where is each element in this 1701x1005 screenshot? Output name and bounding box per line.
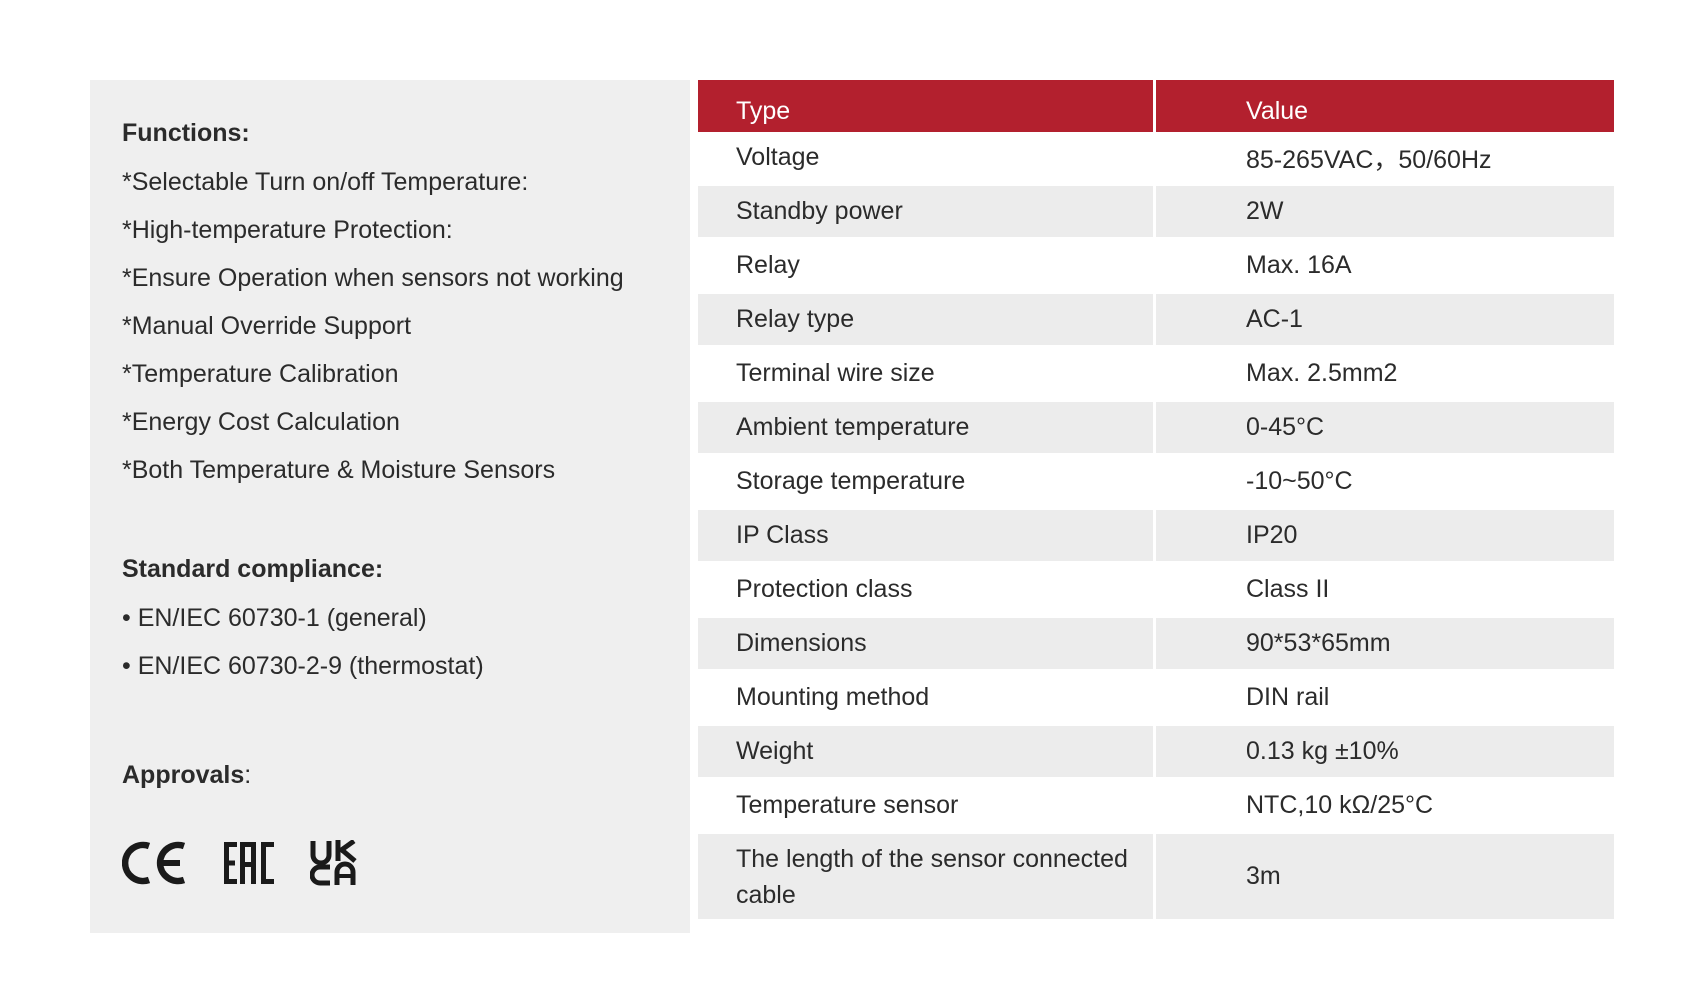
function-item: *Temperature Calibration: [122, 360, 399, 388]
table-row: IP Class IP20: [698, 510, 1614, 564]
table-row: Standby power 2W: [698, 186, 1614, 240]
row-value: IP20: [1156, 510, 1614, 564]
row-type: Ambient temperature: [698, 402, 1156, 456]
standards-list: • EN/IEC 60730-1 (general) • EN/IEC 6073…: [122, 594, 690, 690]
table-row: Protection class Class II: [698, 564, 1614, 618]
table-row: Temperature sensor NTC,10 kΩ/25°C: [698, 780, 1614, 834]
row-type: Mounting method: [698, 672, 1156, 726]
table-row: The length of the sensor connected cable…: [698, 834, 1614, 922]
row-value: DIN rail: [1156, 672, 1614, 726]
features-panel: Functions: *Selectable Turn on/off Tempe…: [90, 80, 690, 933]
row-type: Dimensions: [698, 618, 1156, 672]
table-row: Relay type AC-1: [698, 294, 1614, 348]
row-type: Voltage: [698, 132, 1156, 186]
eac-mark-icon: [224, 840, 274, 886]
standards-title: Standard compliance:: [122, 555, 384, 583]
header-type: Type: [698, 80, 1156, 132]
row-value: NTC,10 kΩ/25°C: [1156, 780, 1614, 834]
table-row: Ambient temperature 0-45°C: [698, 402, 1614, 456]
table-row: Mounting method DIN rail: [698, 672, 1614, 726]
approvals-title-text: Approvals: [122, 761, 245, 789]
table-row: Weight 0.13 kg ±10%: [698, 726, 1614, 780]
row-value: 3m: [1156, 834, 1614, 922]
approvals-title-colon: :: [244, 761, 252, 789]
row-type: Standby power: [698, 186, 1156, 240]
table-row: Relay Max. 16A: [698, 240, 1614, 294]
approvals-title: Approvals:: [122, 760, 690, 790]
spec-table: Type Value Voltage 85-265VAC，50/60Hz Sta…: [698, 80, 1614, 922]
function-item: *Selectable Turn on/off Temperature:: [122, 168, 529, 196]
row-type: The length of the sensor connected cable: [698, 834, 1156, 922]
row-type: Weight: [698, 726, 1156, 780]
table-row: Terminal wire size Max. 2.5mm2: [698, 348, 1614, 402]
table-row: Voltage 85-265VAC，50/60Hz: [698, 132, 1614, 186]
row-type: Terminal wire size: [698, 348, 1156, 402]
row-value: -10~50°C: [1156, 456, 1614, 510]
row-value: 2W: [1156, 186, 1614, 240]
function-item: *Ensure Operation when sensors not worki…: [122, 264, 624, 292]
function-item: *Energy Cost Calculation: [122, 408, 400, 436]
row-value: Class II: [1156, 564, 1614, 618]
function-item: *Both Temperature & Moisture Sensors: [122, 456, 556, 484]
function-item: *High-temperature Protection:: [122, 216, 453, 244]
row-type: Temperature sensor: [698, 780, 1156, 834]
table-header-row: Type Value: [698, 80, 1614, 132]
row-type: Relay type: [698, 294, 1156, 348]
table-row: Storage temperature -10~50°C: [698, 456, 1614, 510]
ce-mark-icon: [122, 840, 188, 886]
functions-list: *Selectable Turn on/off Temperature: *Hi…: [122, 158, 690, 494]
row-value: 90*53*65mm: [1156, 618, 1614, 672]
function-item: *Manual Override Support: [122, 312, 412, 340]
header-value: Value: [1156, 80, 1614, 132]
row-value: Max. 2.5mm2: [1156, 348, 1614, 402]
row-value: 85-265VAC，50/60Hz: [1156, 132, 1614, 186]
row-type: Storage temperature: [698, 456, 1156, 510]
row-value: 0-45°C: [1156, 402, 1614, 456]
table-row: Dimensions 90*53*65mm: [698, 618, 1614, 672]
standard-item: • EN/IEC 60730-1 (general): [122, 604, 427, 632]
ukca-mark-icon: [310, 840, 358, 886]
approval-logos: [122, 840, 690, 886]
row-value: AC-1: [1156, 294, 1614, 348]
row-value: 0.13 kg ±10%: [1156, 726, 1614, 780]
row-type: Relay: [698, 240, 1156, 294]
row-value: Max. 16A: [1156, 240, 1614, 294]
row-type: Protection class: [698, 564, 1156, 618]
standard-item: • EN/IEC 60730-2-9 (thermostat): [122, 652, 484, 680]
functions-title: Functions:: [122, 119, 250, 147]
row-type: IP Class: [698, 510, 1156, 564]
